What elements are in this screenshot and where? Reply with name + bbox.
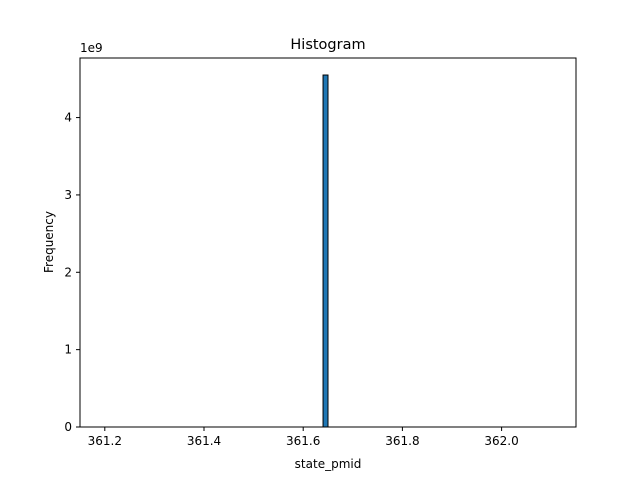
x-axis: 361.2 361.4 361.6 361.8 362.0: [88, 427, 519, 448]
y-tick-label: 4: [64, 111, 72, 125]
y-axis-offset-label: 1e9: [80, 41, 103, 55]
x-tick-label: 361.8: [385, 434, 419, 448]
y-tick-label: 2: [64, 265, 72, 279]
plot-area: [80, 74, 572, 428]
x-tick-label: 361.6: [286, 434, 320, 448]
histogram-bar-0: [322, 74, 329, 428]
x-tick-label: 361.4: [187, 434, 221, 448]
y-tick-label: 0: [64, 420, 72, 434]
x-axis-label: state_pmid: [295, 457, 362, 471]
chart-title: Histogram: [290, 37, 365, 53]
axes-frame: [79, 57, 577, 428]
y-tick-label: 1: [64, 343, 72, 357]
y-tick-label: 3: [64, 188, 72, 202]
y-axis-label: Frequency: [42, 211, 56, 273]
y-axis: 0 1 2 3 4: [64, 111, 80, 434]
x-tick-label: 362.0: [484, 434, 518, 448]
x-tick-label: 361.2: [88, 434, 122, 448]
